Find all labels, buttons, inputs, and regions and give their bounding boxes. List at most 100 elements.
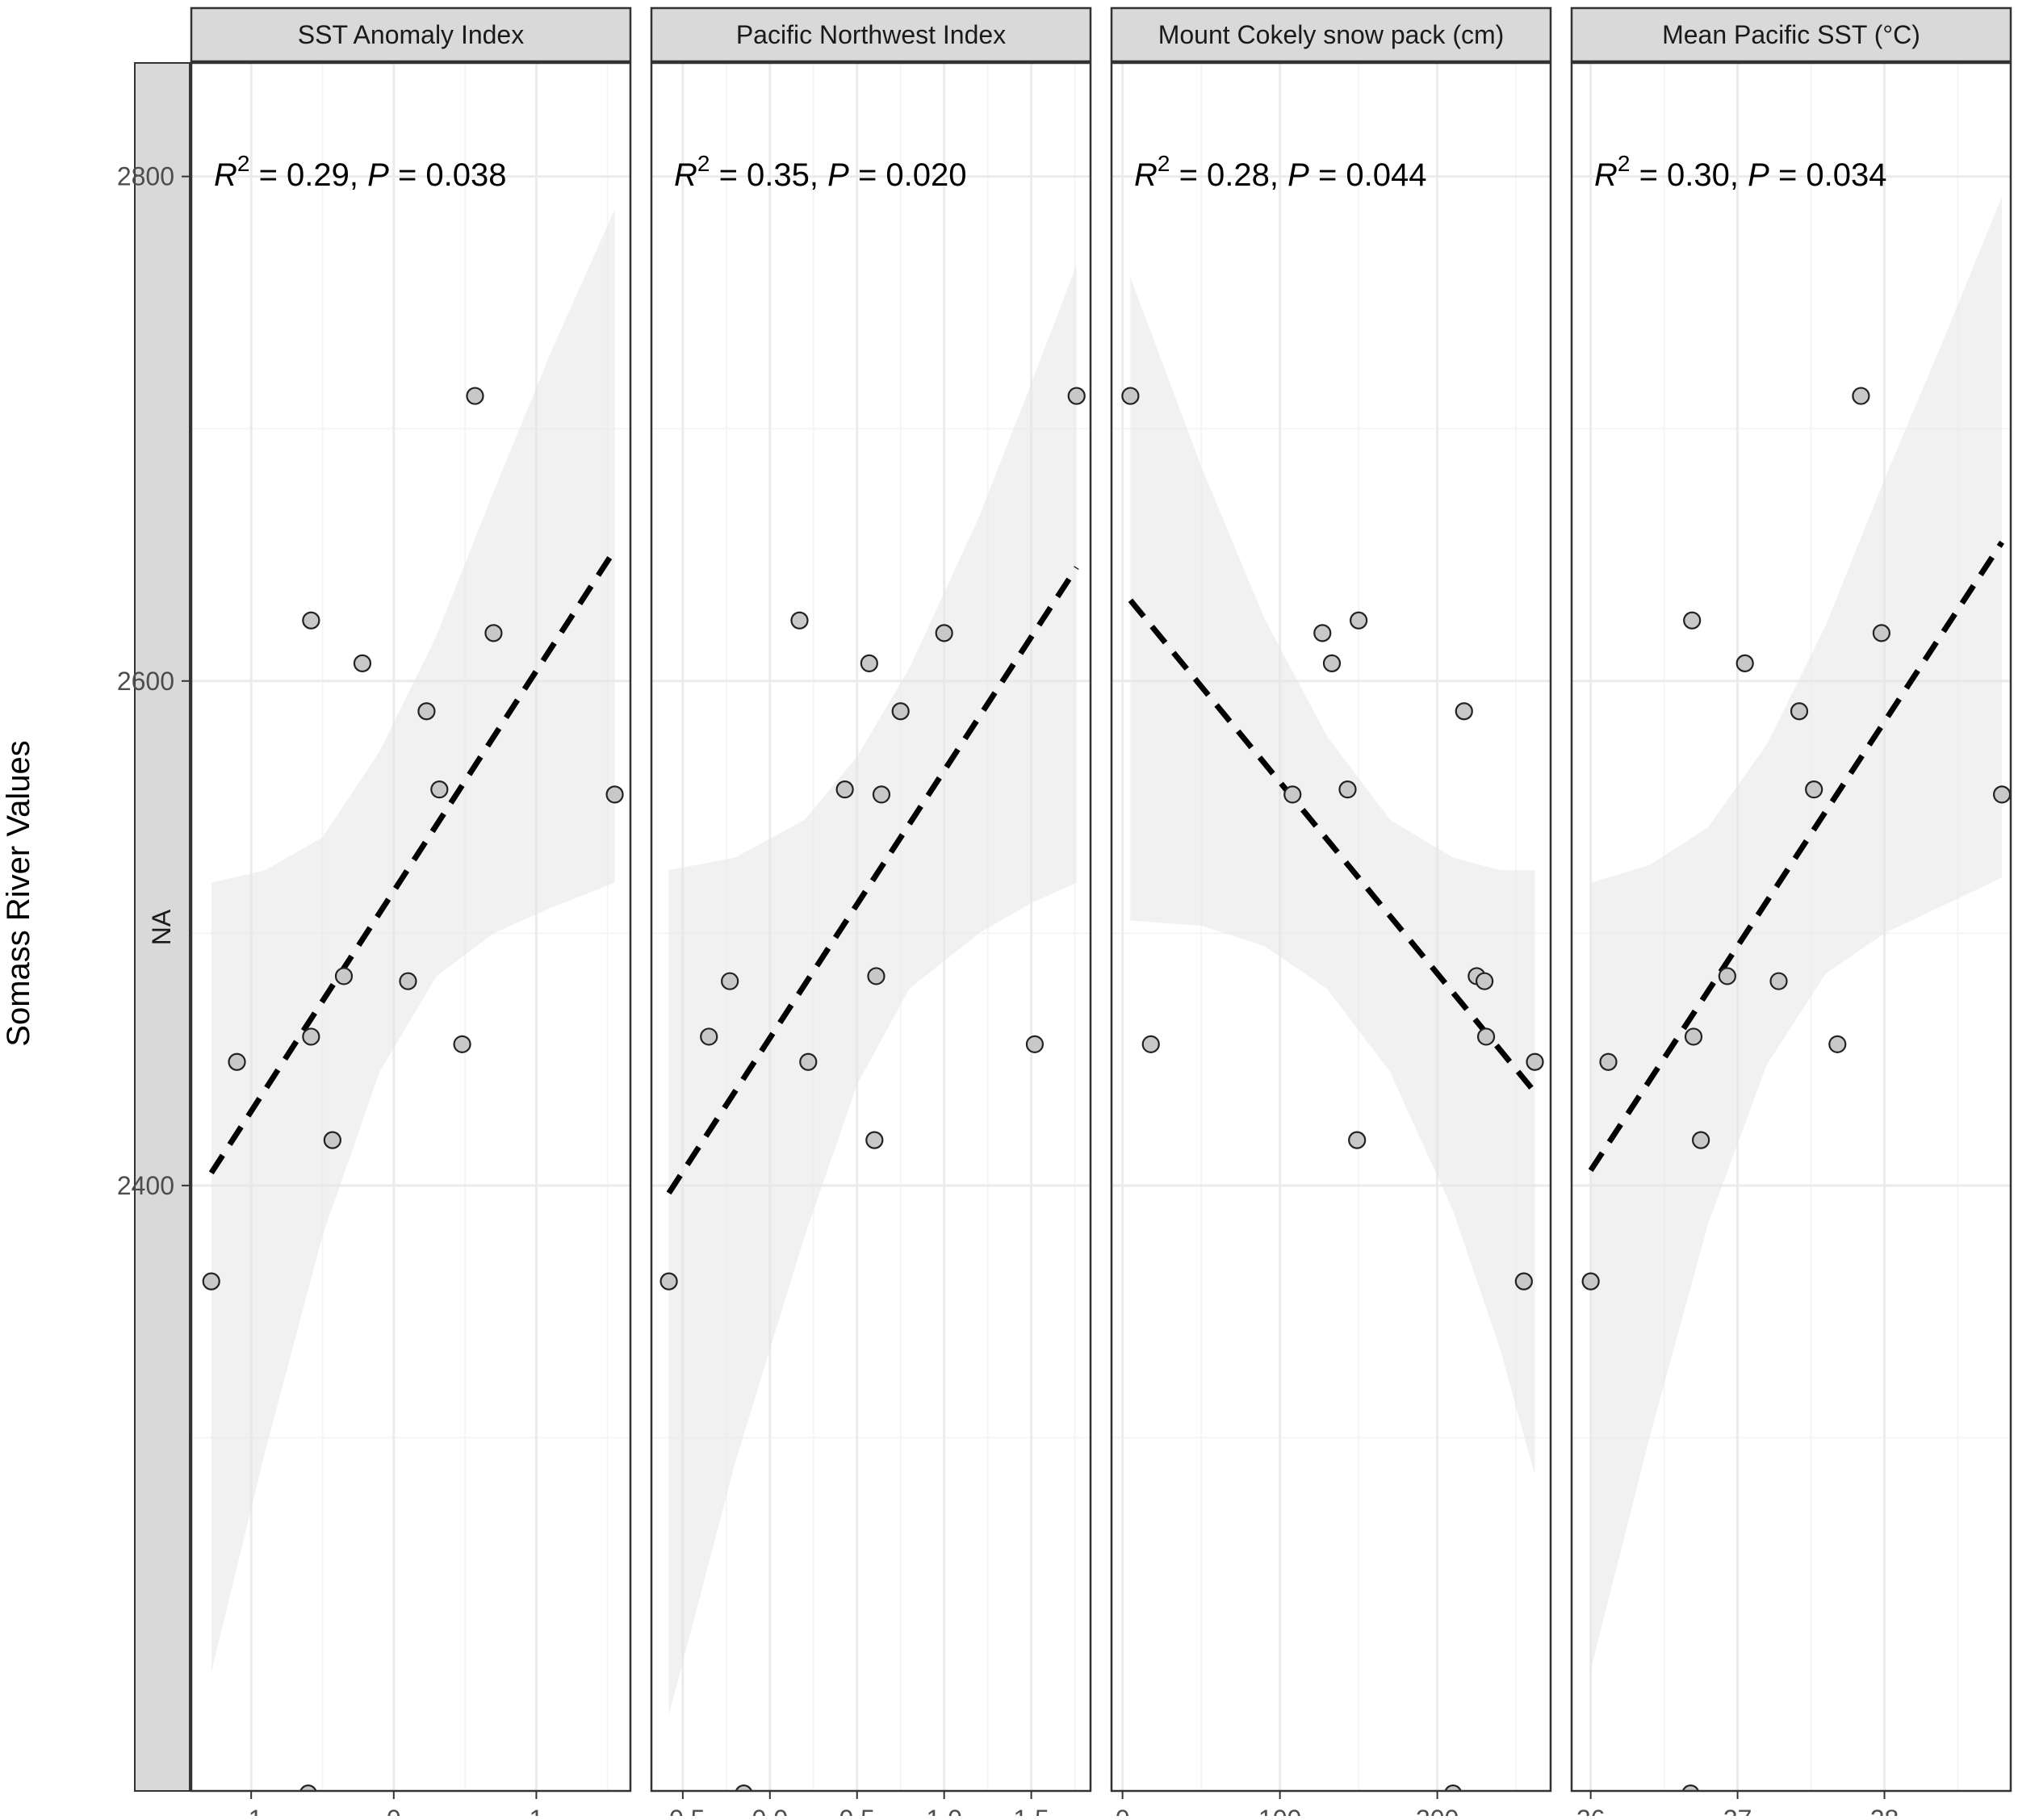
data-point [605,785,624,804]
panel-plot-area [1581,196,2011,1791]
data-point [1683,611,1702,630]
row-strip-background [134,62,190,1792]
data-point [334,967,354,985]
data-point [1025,1035,1045,1053]
data-point [1283,785,1302,804]
panel-border [650,61,1092,1793]
data-point [1121,387,1140,405]
x-tick-label: 1 [530,1805,544,1816]
confidence-ribbon [668,265,1077,1716]
data-point [1514,1272,1533,1291]
r2-value: = 0.30, [1630,157,1748,193]
superscript-2: 2 [237,151,250,176]
x-tick-label: 100 [1258,1805,1301,1816]
data-point [1067,387,1086,405]
panel-3: R2 = 0.28, P = 0.044 Mount Cokely snow pa… [1110,6,1552,1820]
data-point [1599,1052,1618,1071]
x-tick-label: 1.0 [926,1805,961,1816]
facet-strip [1110,6,1552,63]
data-point [865,1131,884,1149]
panel-4: R2 = 0.30, P = 0.034 Mean Pacific SST (°C… [1570,6,2012,1820]
r-symbol: R [214,157,237,193]
row-strip-label: NA [147,909,176,945]
x-tick-label: 0.0 [752,1805,788,1816]
data-point [323,1131,341,1149]
panel-plot-area [1121,277,1544,1791]
y-axis-label: Somass River Values [1,740,36,1046]
data-point [202,1272,220,1291]
data-point [1828,1035,1847,1053]
regression-line [666,566,1079,1195]
p-value: = 0.038 [389,157,507,193]
data-point [1476,972,1494,990]
confidence-ribbon [1130,277,1535,1476]
x-tick-label: 26 [1576,1805,1606,1816]
stats-annotation: R2 = 0.28, P = 0.044 [1134,151,1427,193]
p-value: = 0.044 [1309,157,1427,193]
r2-value: = 0.29, [249,157,367,193]
x-tick-label: 1.5 [1013,1805,1049,1816]
data-point [1526,1052,1544,1071]
panel-1: R2 = 0.29, P = 0.038 SST Anomaly Index -1 0… [190,6,632,1820]
y-tick-label: 2400 [117,1171,174,1200]
superscript-2: 2 [1158,151,1170,176]
y-axis: 2400 2600 2800 [117,162,190,1200]
x-tick-label: 28 [1870,1805,1899,1816]
r-symbol: R [1594,157,1618,193]
data-point [872,785,891,804]
data-point [302,1027,320,1046]
superscript-2: 2 [697,151,710,176]
panel-border [190,61,632,1793]
data-point [1455,702,1473,721]
p-value: = 0.034 [1769,157,1887,193]
confidence-ribbon [211,209,615,1673]
data-point [484,624,503,642]
data-point [1992,785,2011,804]
row-strip: NA [134,62,190,1792]
data-point [1348,1131,1367,1149]
p-symbol: P [1287,157,1309,193]
p-symbol: P [827,157,849,193]
data-point [790,611,809,630]
data-point [860,654,878,672]
data-point [1684,1027,1703,1046]
stats-annotation: R2 = 0.35, P = 0.020 [674,151,967,193]
x-tick-label: -0.5 [660,1805,705,1816]
data-point [1872,624,1890,642]
data-point [891,702,910,721]
data-point [1476,1027,1496,1046]
y-tick-label: 2600 [117,667,174,696]
panel-border [1110,61,1552,1793]
facet-strip-title: Pacific Northwest Index [736,20,1006,49]
data-point [1769,972,1788,990]
r-symbol: R [1134,157,1158,193]
data-point [1338,780,1357,799]
regression-line [1128,598,1538,1094]
r2-value: = 0.28, [1170,157,1287,193]
p-value: = 0.020 [849,157,967,193]
data-point [399,972,417,990]
panel-plot-area [202,209,624,1791]
facet-strip [1570,6,2012,63]
data-point [1322,654,1342,672]
data-point [228,1052,246,1071]
data-point [735,1784,753,1791]
data-point [466,387,484,405]
x-tick-label: 27 [1723,1805,1752,1816]
data-point [1681,1784,1700,1791]
x-tick-label: -1 [240,1805,262,1816]
data-point [1692,1131,1710,1149]
r2-value: = 0.35, [710,157,827,193]
x-tick-label: 0 [1116,1805,1130,1816]
facet-strip [190,6,632,63]
data-point [299,1784,317,1791]
superscript-2: 2 [1618,151,1631,176]
x-tick-label: 200 [1416,1805,1459,1816]
confidence-ribbon [1590,196,2003,1670]
data-point [430,780,449,799]
data-point [835,780,854,799]
y-tick-label: 2800 [117,162,174,191]
